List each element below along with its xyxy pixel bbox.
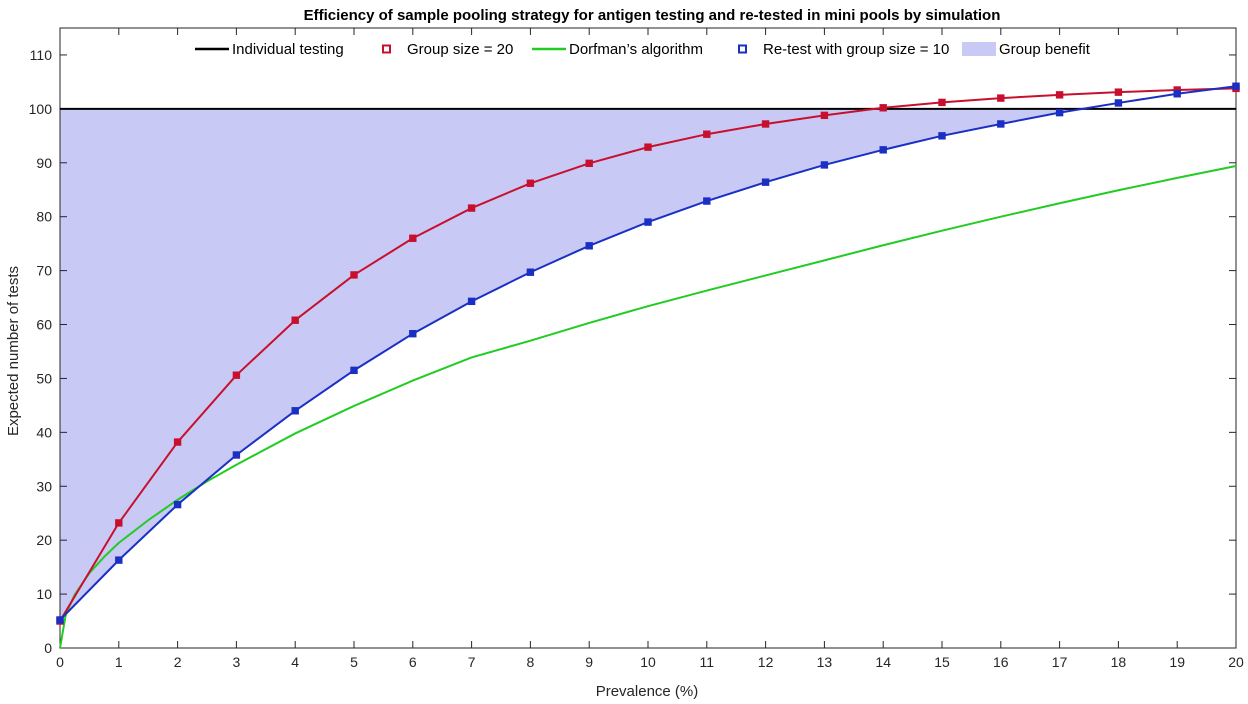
data-point-group-size-20 [350, 271, 358, 279]
data-point-retest-group-size-10 [644, 218, 652, 226]
y-tick-label: 110 [30, 47, 53, 63]
x-tick-label: 3 [233, 654, 241, 670]
x-tick-label: 8 [527, 654, 535, 670]
data-point-retest-group-size-10 [1173, 90, 1181, 98]
data-point-group-size-20 [938, 98, 946, 107]
plot-area: 0 1 2 3 4 5 6 7 8 9 10 11 12 13 14 15 16 17 18 19 2001020304… [29, 27, 1244, 670]
legend-swatch [962, 42, 996, 56]
x-axis-title: Prevalence (%) [596, 683, 699, 700]
x-tick-label: 10 [640, 654, 656, 670]
x-tick-label: 18 [1111, 654, 1127, 670]
legend-item-retest-group-size-10: Re-test with group size = 10 [738, 41, 949, 58]
x-tick-label: 5 [350, 654, 358, 670]
y-axis-title: Expected number of tests [5, 266, 22, 436]
x-tick-label: 17 [1052, 654, 1068, 670]
data-point-retest-group-size-10 [526, 268, 535, 276]
legend-item-group-size-20: Group size = 20 [382, 41, 513, 58]
x-tick-label: 2 [174, 654, 182, 670]
x-tick-label: 6 [409, 654, 417, 670]
x-tick-label: 7 [468, 654, 476, 670]
y-tick-label: 80 [36, 209, 52, 225]
x-tick-label: 13 [817, 654, 833, 670]
x-tick-label: 11 [700, 654, 715, 670]
data-point-retest-group-size-10 [938, 132, 946, 140]
data-point-group-size-20 [232, 371, 241, 379]
data-point-retest-group-size-10 [703, 197, 711, 205]
x-tick-label: 4 [291, 654, 299, 670]
data-point-retest-group-size-10 [1055, 108, 1064, 117]
x-tick-label: 20 [1228, 654, 1244, 670]
data-point-group-size-20 [703, 130, 711, 138]
data-point-retest-group-size-10 [467, 297, 476, 306]
data-point-retest-group-size-10 [350, 366, 358, 375]
data-point-retest-group-size-10 [820, 161, 829, 169]
data-point-retest-group-size-10 [761, 178, 770, 186]
legend-label: Dorfman’s algorithm [569, 41, 703, 58]
data-point-retest-group-size-10 [173, 500, 182, 509]
legend-label: Group size = 20 [407, 41, 513, 58]
y-tick-label: 40 [36, 424, 52, 440]
data-point-group-size-20 [467, 204, 476, 212]
x-tick-label: 19 [1169, 654, 1185, 670]
data-point-retest-group-size-10 [879, 146, 887, 154]
data-point-group-size-20 [173, 438, 182, 446]
data-point-group-size-20 [761, 120, 770, 128]
y-tick-label: 100 [29, 101, 53, 117]
legend: Individual testing Group size = 20 Dorfman… [195, 41, 1091, 58]
y-tick-label: 50 [36, 370, 52, 386]
data-point-group-size-20 [644, 143, 652, 151]
data-point-retest-group-size-10 [1114, 99, 1123, 107]
x-tick-label: 0 [56, 654, 64, 670]
legend-swatch [382, 44, 391, 54]
legend-item-individual-testing: Individual testing [195, 41, 344, 58]
x-tick-label: 12 [758, 654, 774, 670]
group-benefit-area [60, 108, 1083, 620]
data-point-retest-group-size-10 [291, 407, 299, 415]
data-point-retest-group-size-10 [997, 120, 1005, 128]
x-tick-label: 9 [585, 654, 593, 670]
y-tick-label: 30 [36, 478, 52, 494]
legend-label: Group benefit [999, 41, 1091, 58]
y-tick-label: 0 [44, 640, 52, 656]
y-tick-label: 10 [36, 586, 52, 602]
legend-item-group-benefit: Group benefit [962, 41, 1091, 58]
data-point-group-size-20 [291, 316, 299, 324]
data-point-retest-group-size-10 [56, 616, 64, 624]
data-point-retest-group-size-10 [409, 329, 417, 338]
data-point-group-size-20 [526, 179, 535, 187]
data-point-group-size-20 [115, 519, 123, 527]
data-point-retest-group-size-10 [232, 451, 241, 459]
data-point-group-size-20 [820, 111, 829, 120]
data-point-group-size-20 [1114, 88, 1123, 96]
x-tick-label: 14 [875, 654, 891, 670]
x-tick-label: 1 [115, 654, 123, 670]
x-tick-label: 15 [934, 654, 950, 670]
data-point-group-size-20 [879, 104, 887, 112]
y-tick-label: 20 [36, 532, 52, 548]
data-point-retest-group-size-10 [115, 556, 123, 564]
data-point-group-size-20 [1055, 91, 1064, 99]
data-point-retest-group-size-10 [585, 242, 593, 250]
chart-title: Efficiency of sample pooling strategy fo… [304, 7, 1001, 24]
legend-item-dorfman: Dorfman’s algorithm [532, 41, 703, 58]
y-tick-label: 60 [36, 317, 52, 333]
y-tick-label: 70 [36, 263, 52, 279]
y-tick-label: 90 [36, 155, 52, 171]
x-tick-label: 16 [993, 654, 1009, 670]
data-point-group-size-20 [409, 234, 417, 242]
data-point-group-size-20 [997, 94, 1005, 102]
legend-swatch [738, 44, 747, 54]
legend-label: Individual testing [232, 41, 344, 58]
legend-label: Re-test with group size = 10 [763, 41, 949, 58]
data-point-group-size-20 [585, 159, 593, 168]
data-point-retest-group-size-10 [1232, 82, 1240, 90]
series-line-dorfman [59, 165, 1237, 649]
